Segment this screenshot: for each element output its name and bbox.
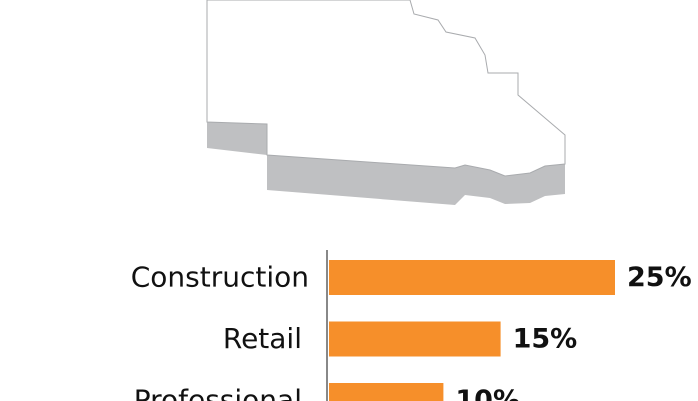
category-label: Retail: [223, 322, 302, 355]
category-label: Construction: [131, 261, 309, 294]
map-top: [206, 0, 566, 177]
category-label: Professional: [134, 384, 302, 401]
map-shape: [206, 0, 566, 205]
value-label: 10%: [455, 385, 520, 401]
bar: [329, 321, 501, 357]
bar: [329, 383, 444, 401]
value-label: 15%: [513, 324, 578, 355]
value-label: 25%: [627, 262, 692, 293]
bar: [329, 260, 615, 295]
